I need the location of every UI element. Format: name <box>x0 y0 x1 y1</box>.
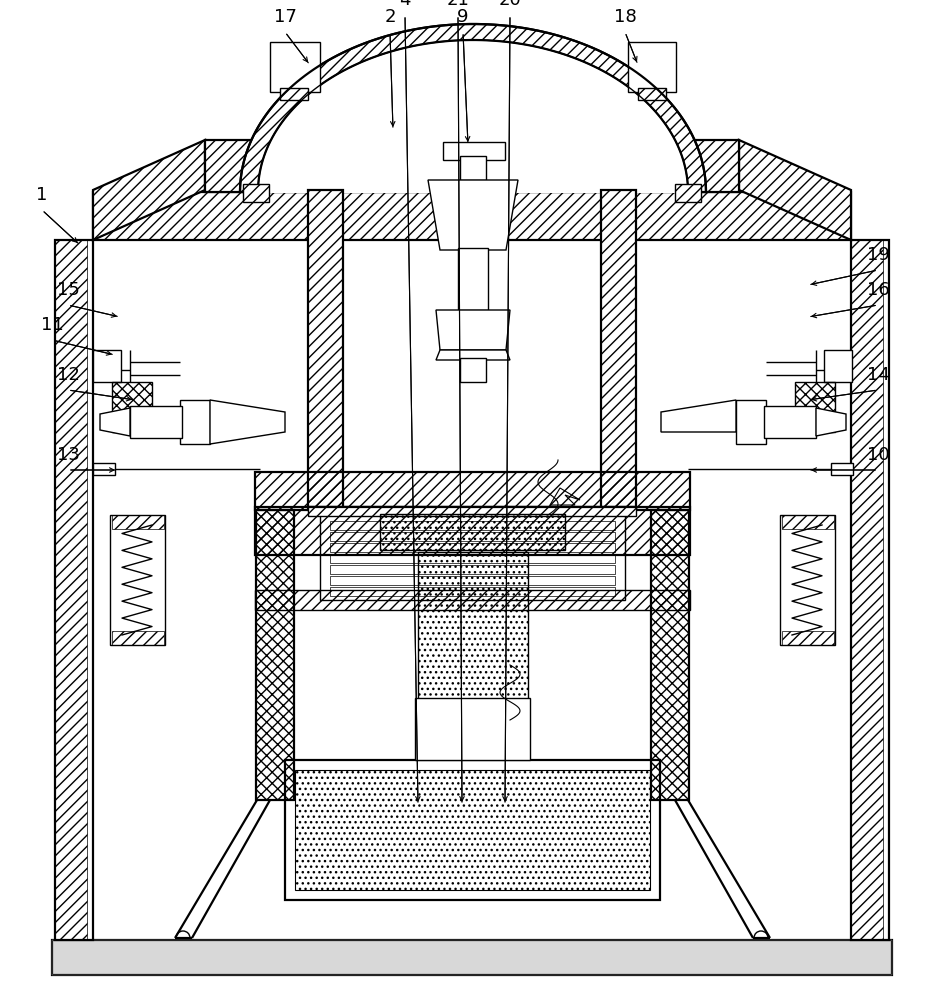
Bar <box>651 510 689 800</box>
Bar <box>628 42 676 92</box>
Bar <box>93 350 121 382</box>
Bar <box>380 514 565 550</box>
Polygon shape <box>258 40 688 192</box>
Bar <box>638 88 666 100</box>
Bar <box>255 507 690 555</box>
Bar <box>55 240 93 940</box>
Text: 12: 12 <box>57 366 79 384</box>
Bar <box>443 142 505 160</box>
Text: 15: 15 <box>57 281 79 299</box>
Bar <box>308 506 636 516</box>
Bar <box>330 587 615 596</box>
Text: 18: 18 <box>614 8 637 26</box>
Bar <box>330 576 615 585</box>
Bar <box>460 156 486 180</box>
Text: 19: 19 <box>867 246 889 264</box>
Text: 13: 13 <box>57 446 79 464</box>
Bar <box>243 184 269 202</box>
Bar <box>415 698 530 760</box>
Bar <box>205 140 739 192</box>
Bar <box>130 406 182 438</box>
Text: 16: 16 <box>867 281 889 299</box>
Text: 1: 1 <box>36 186 47 204</box>
Bar <box>55 240 87 940</box>
Bar <box>764 406 816 438</box>
Polygon shape <box>240 24 706 192</box>
Bar <box>295 770 650 890</box>
Polygon shape <box>210 400 285 444</box>
Text: 4: 4 <box>399 0 411 9</box>
Bar <box>320 512 625 600</box>
Polygon shape <box>436 310 510 350</box>
Bar <box>330 532 615 541</box>
Bar <box>205 140 739 192</box>
Bar <box>256 510 294 800</box>
Bar <box>112 631 164 645</box>
Bar <box>460 358 486 382</box>
Bar <box>112 515 164 529</box>
Bar <box>418 552 528 700</box>
Polygon shape <box>100 408 130 436</box>
Bar <box>93 192 851 240</box>
Polygon shape <box>816 408 846 436</box>
Bar <box>458 248 488 310</box>
Circle shape <box>176 931 190 945</box>
Bar <box>112 382 152 432</box>
Text: 9: 9 <box>457 8 469 26</box>
Bar <box>110 515 165 645</box>
Bar <box>851 240 889 940</box>
Bar <box>824 350 852 382</box>
Bar <box>308 190 343 510</box>
Text: 21: 21 <box>447 0 469 9</box>
Bar <box>782 631 834 645</box>
Bar <box>782 515 834 529</box>
Bar <box>601 190 636 510</box>
Bar <box>280 88 308 100</box>
Text: 17: 17 <box>273 8 296 26</box>
Bar <box>780 515 835 645</box>
Text: 2: 2 <box>384 8 395 26</box>
Bar <box>675 184 701 202</box>
Polygon shape <box>661 400 736 432</box>
Bar <box>285 760 660 900</box>
Polygon shape <box>436 350 510 360</box>
Polygon shape <box>739 140 851 240</box>
Bar <box>831 463 853 475</box>
Bar <box>736 400 766 444</box>
Bar <box>851 240 883 940</box>
Text: 20: 20 <box>499 0 521 9</box>
Bar <box>330 521 615 530</box>
Bar <box>330 543 615 552</box>
Bar <box>270 42 320 92</box>
Bar <box>255 472 690 510</box>
Circle shape <box>754 931 768 945</box>
Bar <box>93 463 115 475</box>
Bar <box>52 940 892 975</box>
Bar <box>52 940 892 975</box>
Text: 14: 14 <box>867 366 889 384</box>
Bar <box>180 400 210 444</box>
Text: 11: 11 <box>41 316 63 334</box>
Bar <box>255 590 690 610</box>
Bar <box>795 382 835 432</box>
Bar <box>93 192 851 240</box>
Bar <box>330 554 615 563</box>
Text: 10: 10 <box>867 446 889 464</box>
Polygon shape <box>428 180 518 250</box>
Polygon shape <box>93 140 205 240</box>
Bar <box>330 565 615 574</box>
